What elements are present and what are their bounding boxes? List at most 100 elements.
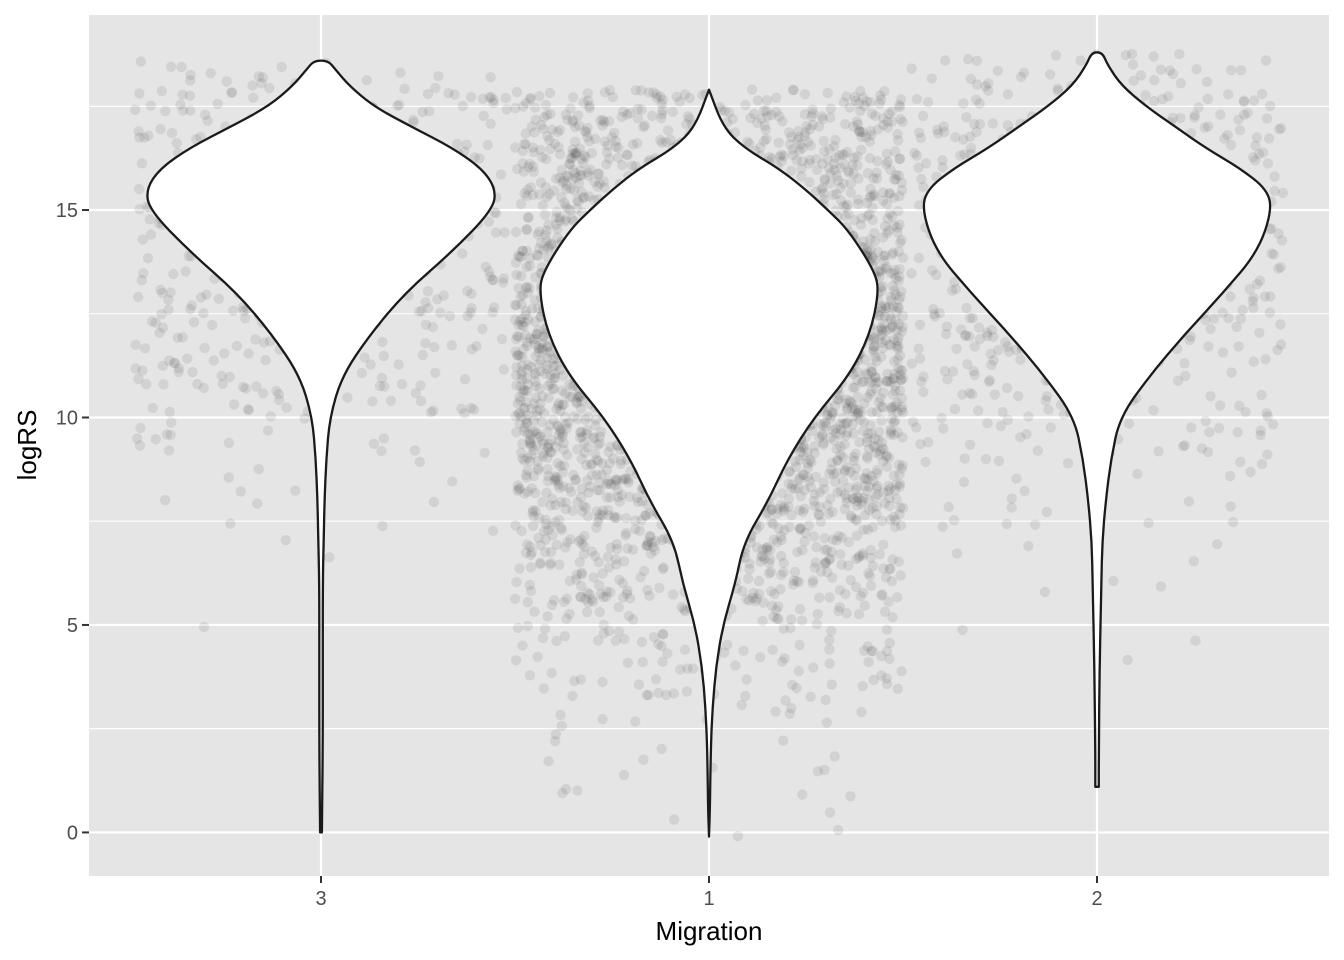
jitter-point [155,124,166,135]
jitter-point [522,452,533,464]
jitter-point [831,467,842,478]
jitter-point [895,520,907,531]
jitter-point [535,355,546,366]
jitter-point [477,93,489,105]
jitter-point [860,480,871,492]
jitter-point [512,622,524,633]
jitter-point [773,613,784,625]
jitter-point [186,300,198,311]
jitter-point [420,297,431,308]
jitter-point [983,78,994,89]
jitter-point [513,408,524,420]
jitter-point [1255,425,1266,436]
jitter-point [892,592,903,603]
jitter-point [552,126,563,138]
jitter-point [567,690,578,702]
jitter-point [530,339,541,350]
jitter-point [520,329,531,341]
jitter-point [521,224,532,235]
jitter-point [840,118,851,130]
jitter-point [955,324,967,335]
jitter-point [885,429,896,440]
jitter-point [762,544,773,555]
jitter-point [621,527,632,539]
jitter-point [873,397,885,408]
jitter-point [603,446,614,458]
jitter-point [767,644,778,655]
jitter-point [1052,85,1064,96]
jitter-point [1023,540,1034,552]
jitter-point [761,542,772,554]
jitter-point [556,192,567,203]
jitter-point [1185,331,1197,342]
jitter-point [1223,89,1234,100]
jitter-point [231,340,243,352]
jitter-point [938,423,949,434]
jitter-point [808,531,820,542]
jitter-point [1262,449,1273,460]
jitter-point [535,366,546,377]
jitter-point [810,557,821,568]
jitter-point [462,311,473,322]
jitter-point [799,109,811,120]
jitter-point [807,104,818,115]
jitter-point [529,295,541,306]
jitter-point [829,141,840,152]
jitter-point [1205,323,1216,335]
jitter-point [830,134,841,146]
jitter-point [784,708,795,719]
jitter-point [134,88,145,99]
jitter-point [887,281,899,292]
jitter-point [1226,65,1237,76]
jitter-point [135,422,146,434]
jitter-point [802,462,814,473]
jitter-point [1149,74,1160,86]
jitter-point [528,445,540,456]
jitter-point [1044,69,1056,80]
jitter-point [865,420,876,431]
jitter-point [1041,391,1053,402]
jitter-point [538,332,550,343]
jitter-point [378,433,390,444]
jitter-point [985,348,996,359]
jitter-point [543,756,554,767]
jitter-point [540,547,551,558]
jitter-point [771,537,783,548]
jitter-point [893,294,905,305]
jitter-point [656,109,668,120]
jitter-point [964,331,975,342]
jitter-point [529,127,540,138]
jitter-point [1226,367,1237,378]
jitter-point [185,69,196,81]
jitter-point [613,152,624,163]
jitter-point [1015,354,1026,365]
jitter-point [632,113,644,124]
jitter-point [565,183,576,194]
jitter-point [533,431,544,443]
jitter-point [884,323,896,334]
jitter-point [224,371,235,383]
jitter-point [582,131,593,143]
jitter-point [568,115,579,126]
jitter-point [195,131,206,143]
jitter-point [603,505,614,516]
jitter-point [517,101,529,112]
jitter-point [553,436,564,447]
jitter-point [894,350,906,361]
jitter-point [510,655,522,666]
jitter-point [576,538,588,550]
jitter-point [611,543,623,555]
jitter-point [1023,411,1034,422]
jitter-point [871,167,882,178]
jitter-point [542,341,553,352]
jitter-point [914,353,926,364]
jitter-point [834,429,846,440]
jitter-point [931,269,942,281]
jitter-point [604,458,616,469]
jitter-point [1108,575,1119,587]
jitter-point [517,158,528,169]
jitter-point [784,465,795,477]
jitter-point [807,119,818,131]
jitter-point [951,548,963,559]
jitter-point [761,133,772,145]
